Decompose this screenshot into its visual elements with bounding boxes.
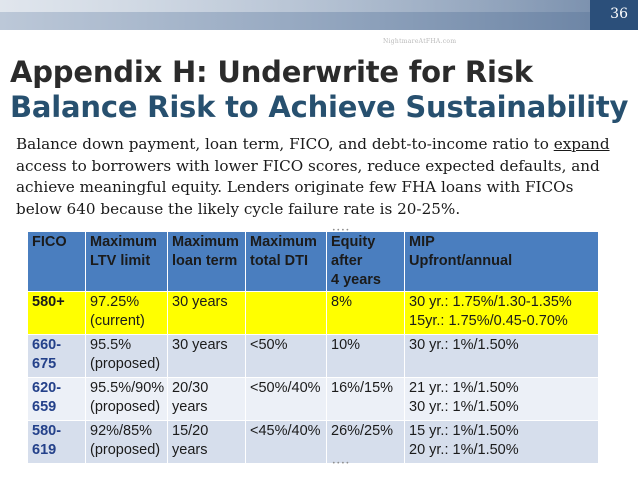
dti-cell: <45%/40% (245, 420, 327, 464)
equity-cell: 10% (326, 334, 405, 378)
term-cell: 15/20 years (167, 420, 246, 464)
header-cell: Equity after 4 years (326, 231, 405, 292)
slide-number: 36 (610, 6, 628, 22)
table-row: 580+ 97.25% (current) 30 years 8% 30 yr.:… (27, 291, 599, 335)
underwriting-table: FICO Maximum LTV limit Maximum loan term M… (27, 231, 599, 464)
underwriting-table-container: •••• FICO Maximum LTV limit Maximum loan t… (27, 227, 599, 467)
header-cell: Maximum loan term (167, 231, 246, 292)
ltv-cell: 97.25% (current) (85, 291, 168, 335)
header-highlight (0, 0, 590, 12)
equity-cell: 8% (326, 291, 405, 335)
header-cell: Maximum LTV limit (85, 231, 168, 292)
mip-cell: 30 yr.: 1%/1.50% (404, 334, 599, 378)
dti-cell: <50%/40% (245, 377, 327, 421)
body-text-underlined: expand (553, 135, 610, 153)
header-cell: Maximum total DTI (245, 231, 327, 292)
equity-cell: 26%/25% (326, 420, 405, 464)
watermark: NightmareAtFHA.com (383, 38, 457, 45)
slide-header-bar: 36 (0, 0, 638, 30)
resize-handle-bottom: •••• (332, 460, 351, 467)
term-cell: 30 years (167, 334, 246, 378)
resize-handle-top: •••• (332, 227, 351, 234)
body-paragraph: Balance down payment, loan term, FICO, a… (16, 134, 616, 220)
ltv-cell: 95.5%/90% (proposed) (85, 377, 168, 421)
table-row: 580-619 92%/85% (proposed) 15/20 years <45… (27, 420, 599, 464)
term-cell: 20/30 years (167, 377, 246, 421)
slide-subtitle: Balance Risk to Achieve Sustainability (10, 90, 629, 124)
ltv-cell: 95.5% (proposed) (85, 334, 168, 378)
dti-cell (245, 291, 327, 335)
ltv-cell: 92%/85% (proposed) (85, 420, 168, 464)
equity-cell: 16%/15% (326, 377, 405, 421)
mip-cell: 30 yr.: 1.75%/1.30-1.35% 15yr.: 1.75%/0.4… (404, 291, 599, 335)
mip-cell: 15 yr.: 1%/1.50% 20 yr.: 1%/1.50% (404, 420, 599, 464)
fico-cell: 580+ (27, 291, 86, 335)
mip-cell: 21 yr.: 1%/1.50% 30 yr.: 1%/1.50% (404, 377, 599, 421)
header-cell: FICO (27, 231, 86, 292)
fico-cell: 580-619 (27, 420, 86, 464)
body-text-part1: Balance down payment, loan term, FICO, a… (16, 135, 554, 153)
slide-title: Appendix H: Underwrite for Risk (10, 55, 533, 89)
fico-cell: 620-659 (27, 377, 86, 421)
fico-cell: 660-675 (27, 334, 86, 378)
header-cell: MIP Upfront/annual (404, 231, 599, 292)
slide-number-box (590, 0, 638, 30)
table-row: 620-659 95.5%/90% (proposed) 20/30 years <… (27, 377, 599, 421)
term-cell: 30 years (167, 291, 246, 335)
table-header-row: FICO Maximum LTV limit Maximum loan term M… (27, 231, 599, 292)
dti-cell: <50% (245, 334, 327, 378)
body-text-part2: access to borrowers with lower FICO scor… (16, 156, 600, 218)
table-row: 660-675 95.5% (proposed) 30 years <50% 10… (27, 334, 599, 378)
